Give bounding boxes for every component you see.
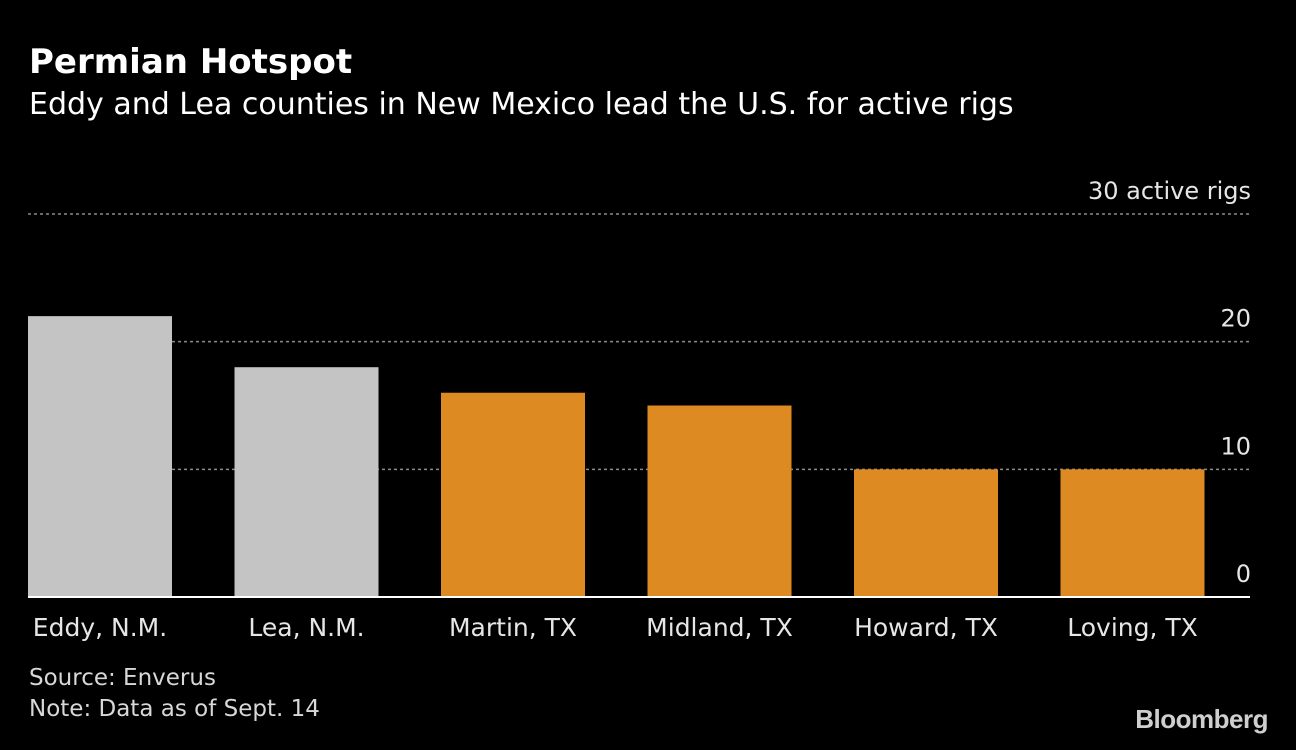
x-tick-labels: Eddy, N.M. Lea, N.M. Martin, TX Midland, TX…: [33, 613, 1198, 642]
x-tick-label: Loving, TX: [1067, 613, 1198, 642]
bar-howard-tx: [854, 469, 998, 597]
y-tick-labels: 0 10 20 30 active rigs: [1088, 177, 1251, 588]
y-tick-label-10: 10: [1220, 432, 1251, 460]
bar-lea-n-m: [234, 367, 379, 597]
data-note: Note: Data as of Sept. 14: [29, 696, 320, 722]
bar-eddy-n-m: [28, 316, 172, 597]
chart-title: Permian Hotspot: [29, 42, 353, 82]
x-tick-label: Howard, TX: [854, 613, 998, 642]
gridlines: [28, 213, 1250, 471]
x-tick-label: Midland, TX: [646, 613, 793, 642]
y-tick-label-20: 20: [1220, 305, 1251, 333]
bar-martin-tx: [441, 392, 585, 597]
y-tick-label-0: 0: [1236, 560, 1251, 588]
bars: [28, 316, 1205, 597]
x-tick-label: Lea, N.M.: [248, 613, 364, 642]
y-tick-label-30: 30 active rigs: [1088, 177, 1251, 205]
bar-midland-tx: [647, 405, 792, 597]
chart-subtitle: Eddy and Lea counties in New Mexico lead…: [29, 87, 1014, 122]
bar-loving-tx: [1060, 469, 1205, 597]
bloomberg-logo: Bloomberg: [1135, 704, 1268, 734]
x-tick-label: Eddy, N.M.: [33, 613, 167, 642]
x-tick-label: Martin, TX: [449, 613, 577, 642]
source-note: Source: Enverus: [29, 665, 216, 691]
